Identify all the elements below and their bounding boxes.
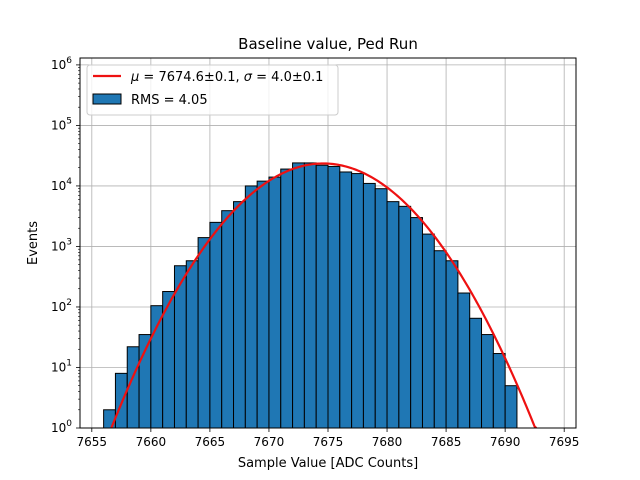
histogram-bar [362,182,376,429]
histogram-bar [292,162,305,429]
y-axis-label: Events [26,221,41,265]
x-tick-label: 7655 [77,435,108,449]
histogram-bar [280,168,294,429]
legend: μ = 7674.6±0.1, σ = 4.0±0.1 RMS = 4.05 [86,64,339,116]
y-tick-base: 10 [51,58,66,72]
x-tick-label: 7665 [195,435,226,449]
y-tick-base: 10 [51,360,66,374]
y-tick-base: 10 [51,239,66,253]
histogram-bar [150,305,164,429]
histogram-bar [209,221,223,429]
histogram-bar [244,185,258,429]
histogram-bar [469,317,483,429]
histogram-bar [103,409,116,429]
legend-fit-mu-symbol: μ [130,70,139,85]
x-axis-label: Sample Value [ADC Counts] [238,456,418,471]
y-tick-base: 10 [51,179,66,193]
x-tick-label: 7670 [254,435,285,449]
histogram-bar [327,165,341,429]
histogram-bar [303,162,317,429]
y-tick-exponent: 2 [66,298,72,308]
legend-histogram-swatch [92,93,122,105]
y-tick-label: 100 [51,419,72,435]
y-tick-label: 105 [51,116,72,132]
histogram-bar [197,237,211,429]
x-tick-label: 7695 [549,435,580,449]
y-tick-exponent: 0 [66,419,72,429]
x-axis-ticks: 7655 7660 7665 7670 7675 7680 7685 7690 7695 [77,428,580,449]
x-tick-label: 7680 [372,435,403,449]
chart-title: Baseline value, Ped Run [238,35,418,53]
histogram-bar [457,292,471,429]
histogram-bar [504,385,518,429]
legend-fit-label: μ = 7674.6±0.1, σ = 4.0±0.1 [130,70,323,85]
y-tick-exponent: 3 [66,237,72,247]
histogram-bar [433,250,447,429]
histogram-bar [492,353,506,429]
y-tick-label: 104 [51,177,72,193]
y-tick-label: 103 [51,237,72,253]
y-tick-exponent: 1 [66,358,72,368]
fit-curve-group [110,162,538,428]
histogram-bar [221,210,235,429]
x-tick-label: 7685 [431,435,462,449]
y-tick-label: 102 [51,298,72,314]
histogram-bar [339,171,353,429]
fit-curve [110,162,538,428]
legend-fit-mu-value: = 7674.6±0.1, [139,70,243,85]
y-tick-exponent: 5 [66,116,72,126]
y-tick-exponent: 6 [66,56,72,66]
histogram-bar [185,260,199,429]
y-tick-base: 10 [51,118,66,132]
histogram-bar [481,334,494,429]
histogram-bar [315,164,329,429]
y-tick-label: 101 [51,358,72,374]
histogram-bar [398,205,412,429]
legend-fit-sigma-value: = 4.0±0.1 [252,70,323,85]
histogram-bar [445,260,459,429]
y-tick-exponent: 4 [66,177,72,187]
histogram-bar [351,173,364,429]
legend-histogram-label: RMS = 4.05 [131,93,208,108]
histogram-bar [233,201,246,429]
y-tick-label: 106 [51,56,72,72]
histogram-bar [386,201,400,429]
legend-fit-sigma-symbol: σ [244,70,253,85]
y-tick-base: 10 [51,300,66,314]
x-tick-label: 7675 [313,435,344,449]
histogram-bar [374,188,388,429]
histogram-bar [268,176,282,429]
histogram-bar [410,217,423,429]
x-tick-label: 7690 [490,435,521,449]
x-tick-label: 7660 [136,435,167,449]
histogram-bar [114,372,128,429]
y-tick-base: 10 [51,421,66,435]
histogram-bar [256,180,270,429]
legend-box [86,64,339,116]
histogram-bar [421,233,435,429]
